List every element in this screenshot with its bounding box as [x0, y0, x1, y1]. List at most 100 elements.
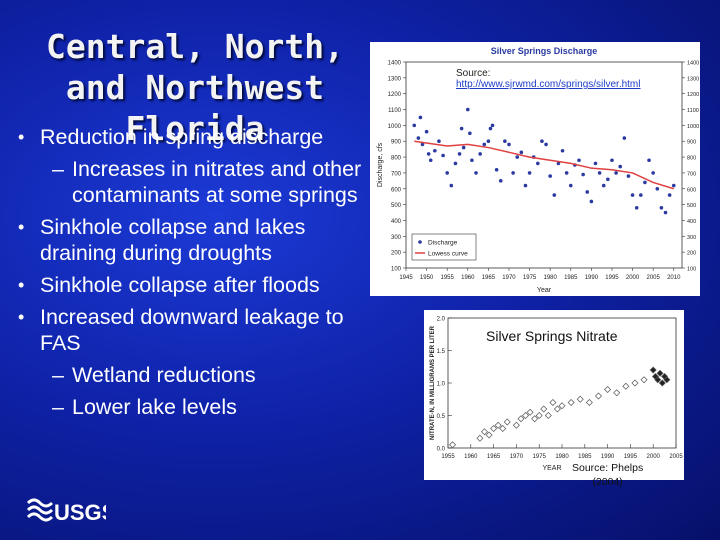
- x-tick-label: 2000: [647, 454, 661, 460]
- nitrate-point: [494, 421, 502, 429]
- discharge-point: [667, 193, 672, 197]
- discharge-point: [465, 107, 470, 112]
- discharge-point: [647, 158, 651, 163]
- discharge-chart: Silver Springs Discharge 100 200 300 400 500 6…: [370, 42, 700, 296]
- x-tick-label: 1970: [502, 275, 516, 281]
- y-tick-label: 1300: [388, 76, 402, 82]
- nitrate-point: [480, 428, 488, 436]
- x-tick-label: 1965: [482, 275, 496, 281]
- sub-bullet-item: Lower lake levels: [18, 394, 378, 420]
- nitrate-point: [649, 366, 657, 374]
- x-tick-label: 1955: [441, 275, 455, 281]
- discharge-point: [655, 186, 660, 191]
- y-tick-label: 700: [391, 171, 402, 177]
- plot-frame: [405, 61, 683, 269]
- discharge-point: [461, 145, 466, 150]
- legend-box: [411, 233, 477, 261]
- bullet-item: Reduction in spring discharge: [18, 124, 378, 150]
- lowess-curve: [414, 140, 674, 190]
- bullet-list: Reduction in spring discharge Increases …: [18, 124, 378, 426]
- y-right-tick-label: 600: [687, 187, 696, 193]
- x-tick-label: 1945: [399, 275, 413, 281]
- x-tick-label: 2010: [667, 275, 681, 281]
- nitrate-point: [476, 434, 484, 442]
- discharge-point: [490, 123, 495, 128]
- slide-title: Central, North, and Northwest Florida: [40, 26, 350, 149]
- nitrate-source: Source: Phelps (2004): [572, 461, 643, 489]
- discharge-point: [412, 123, 417, 128]
- nitrate-chart-title: Silver Springs Nitrate: [486, 328, 618, 344]
- discharge-point: [593, 161, 598, 166]
- discharge-point: [589, 199, 594, 204]
- y-tick-label: 0.0: [437, 447, 446, 453]
- discharge-source-link[interactable]: http://www.sjrwmd.com/springs/silver.htm…: [456, 79, 641, 90]
- y-right-tick-label: 1100: [687, 108, 699, 114]
- sub-bullet-text: Lower lake levels: [72, 395, 237, 419]
- y-tick-label: 900: [391, 140, 402, 146]
- discharge-point: [651, 171, 655, 175]
- discharge-source-label: Source:: [456, 68, 491, 79]
- nitrate-point: [585, 399, 593, 406]
- y-right-tick-label: 700: [687, 171, 696, 177]
- y-right-tick-label: 1400: [687, 61, 699, 67]
- nitrate-point: [613, 389, 621, 397]
- nitrate-point: [622, 382, 630, 390]
- sub-bullet-item: Increases in nitrates and other contamin…: [18, 156, 378, 208]
- x-tick-label: 1985: [578, 454, 592, 460]
- discharge-point: [622, 136, 627, 140]
- discharge-point: [556, 161, 561, 166]
- discharge-point: [639, 193, 643, 197]
- legend-lowess-label: Lowess curve: [428, 251, 468, 258]
- discharge-point: [515, 155, 520, 159]
- discharge-point: [527, 171, 532, 175]
- y-right-tick-label: 300: [687, 235, 696, 241]
- discharge-point: [420, 142, 425, 147]
- discharge-point: [610, 158, 614, 163]
- discharge-point: [581, 172, 585, 177]
- y-axis-label: Discharge, cfs: [377, 142, 384, 187]
- y-tick-label: 1400: [388, 61, 402, 67]
- chart-title: Silver Springs Discharge: [491, 46, 598, 56]
- x-tick-label: 1955: [441, 454, 455, 460]
- nitrate-point: [567, 399, 575, 406]
- discharge-point: [564, 171, 569, 175]
- nitrate-point: [654, 376, 662, 384]
- nitrate-point: [576, 395, 584, 403]
- discharge-point: [459, 126, 464, 131]
- x-axis-label: YEAR: [542, 465, 561, 472]
- discharge-point: [552, 193, 557, 197]
- discharge-point: [470, 158, 474, 163]
- x-tick-label: 2005: [669, 454, 683, 460]
- y-right-tick-label: 500: [687, 203, 696, 209]
- x-tick-label: 1990: [585, 275, 599, 281]
- nitrate-point: [490, 425, 498, 432]
- x-tick-label: 1960: [461, 275, 475, 281]
- y-right-tick-label: 900: [687, 140, 696, 146]
- y-right-tick-label: 1000: [687, 124, 699, 130]
- x-tick-label: 1960: [464, 454, 478, 460]
- discharge-point: [511, 171, 515, 175]
- y-tick-label: 300: [391, 235, 402, 241]
- discharge-point: [418, 115, 423, 120]
- y-tick-label: 100: [391, 267, 402, 273]
- y-tick-label: 200: [391, 251, 402, 257]
- discharge-point: [671, 183, 676, 188]
- discharge-point: [585, 190, 590, 194]
- discharge-source: Source: http://www.sjrwmd.com/springs/si…: [456, 68, 641, 90]
- usgs-wave-icon: [26, 498, 54, 522]
- discharge-point: [449, 183, 454, 188]
- x-tick-label: 1965: [487, 454, 501, 460]
- discharge-point: [536, 161, 540, 166]
- title-line-1: Central, North,: [45, 27, 344, 66]
- discharge-point: [482, 142, 487, 147]
- discharge-point: [488, 126, 493, 131]
- discharge-point: [597, 171, 602, 175]
- legend-discharge-label: Discharge: [428, 240, 458, 247]
- sub-bullet-text: Increases in nitrates and other contamin…: [72, 157, 362, 207]
- x-tick-label: 2005: [646, 275, 660, 281]
- discharge-point: [544, 142, 548, 147]
- y-tick-label: 1100: [388, 108, 402, 114]
- nitrate-point: [503, 418, 511, 426]
